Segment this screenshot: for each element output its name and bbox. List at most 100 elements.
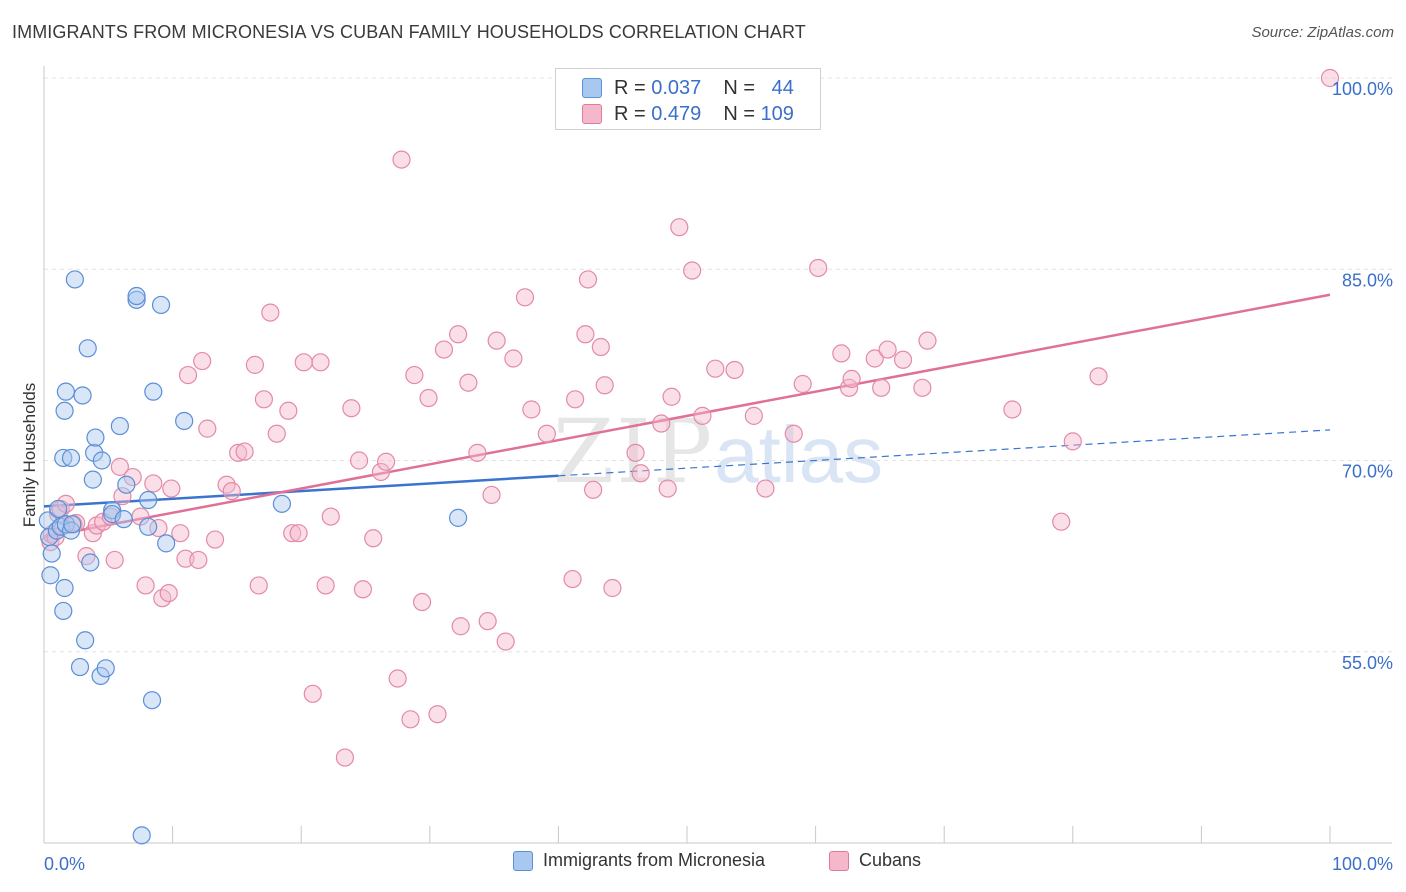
micronesia-trend-line [558,429,1331,477]
cubans-point [832,344,851,363]
cubans-point [162,479,181,498]
cubans-point [388,669,407,688]
micronesia-point [70,657,90,677]
cubans-point [566,390,585,409]
stats-row-micronesia: R = 0.037 N = 44 [582,75,794,101]
micronesia-point [41,566,60,585]
cubans-point [1063,432,1082,451]
cubans-point [283,524,302,543]
micronesia-point [151,295,171,315]
x-tick-label: 0.0% [44,854,85,874]
cubans-point [662,387,681,406]
micronesia-point [85,443,104,462]
cubans-point [176,549,195,568]
cubans-point [451,617,470,636]
n-value: 44 [771,76,794,99]
cubans-point [261,303,280,322]
stats-row-cubans: R = 0.479 N = 109 [582,101,794,127]
micronesia-point [42,544,61,563]
cubans-point [626,443,645,462]
micronesia-swatch [582,78,602,98]
cubans-point [267,424,286,443]
watermark-atlas: atlas [714,410,884,499]
n-value: 109 [760,102,794,125]
micronesia-point [56,382,75,401]
micronesia-point [55,401,74,420]
cubans-point [595,376,614,395]
cubans-point [784,424,803,443]
cubans-point [725,360,744,380]
cubans-point [353,580,373,599]
micronesia-point [51,517,70,536]
cubans-point [289,524,308,543]
bottom-legend: Immigrants from Micronesia Cubans [0,850,1406,880]
micronesia-point [92,451,111,470]
cubans-point [405,365,424,385]
micronesia-point [175,411,194,431]
cubans-point [878,340,897,359]
cubans-point [793,374,812,394]
cubans-point [419,388,438,408]
micronesia-point [78,339,97,358]
r-value: 0.479 [651,102,702,125]
cubans-point [683,261,702,280]
r-value: 0.037 [651,76,702,99]
legend-label: Cubans [859,850,922,870]
source-credit: Source: ZipAtlas.com [1251,24,1394,41]
cubans-point [913,378,932,397]
micronesia-point [139,490,158,510]
r-label: R = [614,76,646,99]
micronesia-point [272,494,292,513]
cubans-point [249,576,268,595]
legend-item-cubans[interactable]: Cubans [829,850,921,871]
micronesia-point [55,578,74,598]
micronesia-point [142,691,162,710]
axis-layer [43,66,1392,844]
cubans-point [670,218,689,237]
cubans-point [401,710,420,729]
cubans-point [178,365,198,385]
micronesia-point [132,826,151,845]
cubans-point [189,550,208,570]
trend-layer [43,293,1331,539]
cubans-point [652,414,671,433]
micronesia-point [139,517,158,536]
cubans-point [303,684,322,703]
tick-labels: 55.0% 70.0% 85.0% 100.0% 0.0% 100.0% Family Ho… [20,79,1393,874]
x-tick-label: 100.0% [1332,854,1393,874]
cubans-point [235,442,254,461]
stats-legend: R = 0.037 N = 44 R = 0.479 N = 109 [555,68,821,130]
cubans-point [159,583,178,603]
cubans-point [872,378,891,397]
micronesia-point [96,659,115,678]
cubans-point [1003,400,1022,419]
cubans-point [448,325,468,344]
micronesia-point [103,504,122,524]
y-axis-title: Family Households [20,383,39,528]
legend-item-micronesia[interactable]: Immigrants from Micronesia [513,850,765,871]
cubans-point [487,331,506,350]
cubans-point [392,150,411,169]
micronesia-point [448,508,468,527]
cubans-point [335,748,355,767]
cubans-point [434,340,454,359]
cubans-point [222,482,241,501]
cubans-point [756,479,775,498]
cubans-point [468,443,487,462]
cubans-swatch [582,104,602,124]
cubans-point [254,390,274,409]
cubans-point [110,457,129,476]
cubans-point [1089,367,1108,386]
y-tick-label: 85.0% [1342,270,1393,290]
micronesia-point [61,448,81,468]
cubans-point [591,337,610,357]
n-label: N = [723,76,755,99]
cubans-point [809,258,828,278]
cubans-point [144,474,163,493]
micronesia-point [117,475,136,494]
y-tick-label: 70.0% [1342,462,1393,482]
cubans-point [893,350,913,369]
cubans-point [578,270,598,289]
cubans-point [1320,68,1340,88]
